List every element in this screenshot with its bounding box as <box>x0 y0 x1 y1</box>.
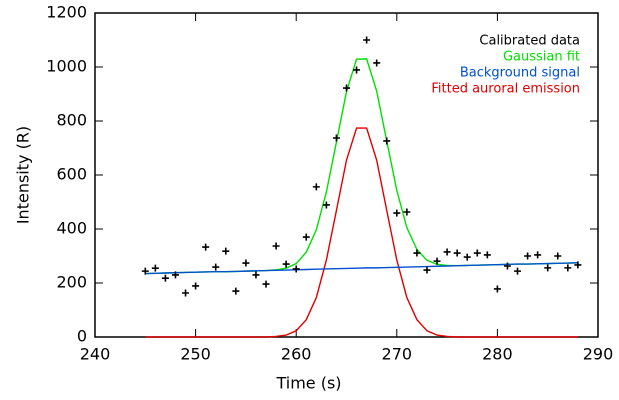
data-point <box>413 249 421 257</box>
y-tick-label: 1200 <box>46 3 87 22</box>
data-point <box>463 253 471 261</box>
x-tick-label: 240 <box>80 345 111 364</box>
x-tick-label: 250 <box>180 345 211 364</box>
y-tick-label: 800 <box>56 111 87 130</box>
data-point <box>262 280 270 288</box>
data-point <box>192 282 200 290</box>
data-point <box>433 257 441 265</box>
legend-label: Gaussian fit <box>503 50 580 65</box>
data-point <box>473 249 481 257</box>
data-point <box>161 274 169 282</box>
y-axis-label: Intensity (R) <box>14 126 33 224</box>
y-tick-label: 1000 <box>46 57 87 76</box>
data-point <box>353 66 361 74</box>
data-point <box>443 248 451 256</box>
data-point <box>202 243 210 251</box>
data-point <box>252 271 260 279</box>
data-point <box>312 183 320 191</box>
x-tick-label: 270 <box>382 345 413 364</box>
data-point <box>534 251 542 259</box>
data-point <box>373 59 381 67</box>
y-tick-label: 400 <box>56 219 87 238</box>
legend-label: Background signal <box>460 66 580 81</box>
legend-label: Calibrated data <box>479 34 580 49</box>
data-point <box>544 264 552 272</box>
data-point <box>272 242 280 250</box>
x-tick-label: 260 <box>281 345 312 364</box>
data-point <box>343 84 350 92</box>
data-point <box>222 247 230 255</box>
data-point <box>171 271 179 279</box>
y-tick-label: 0 <box>77 327 87 346</box>
data-point <box>302 233 310 241</box>
x-tick-label: 290 <box>583 345 614 364</box>
data-point <box>524 252 532 260</box>
data-point <box>383 137 391 145</box>
series-line <box>145 262 578 275</box>
data-point <box>423 266 431 274</box>
series-line <box>145 127 578 338</box>
data-point <box>493 285 501 293</box>
y-tick-label: 200 <box>56 273 87 292</box>
data-point <box>363 36 371 44</box>
data-point <box>514 267 522 275</box>
y-tick-label: 600 <box>56 165 87 184</box>
data-point <box>182 289 190 297</box>
data-point <box>242 259 250 267</box>
data-point <box>574 261 582 269</box>
data-point <box>212 263 220 271</box>
x-axis-label: Time (s) <box>275 374 341 393</box>
data-point <box>554 252 562 260</box>
data-point <box>453 249 461 257</box>
legend-label: Fitted auroral emission <box>431 82 580 97</box>
data-point <box>141 267 149 275</box>
data-point <box>332 134 340 142</box>
data-point <box>151 264 159 272</box>
data-point <box>503 262 511 270</box>
data-point <box>483 251 491 259</box>
data-point <box>282 260 290 268</box>
data-point <box>292 265 300 273</box>
x-tick-label: 280 <box>482 345 513 364</box>
data-point <box>403 208 411 216</box>
data-point <box>393 209 401 217</box>
data-point <box>322 201 330 209</box>
data-point <box>232 287 240 295</box>
data-point <box>564 264 572 272</box>
